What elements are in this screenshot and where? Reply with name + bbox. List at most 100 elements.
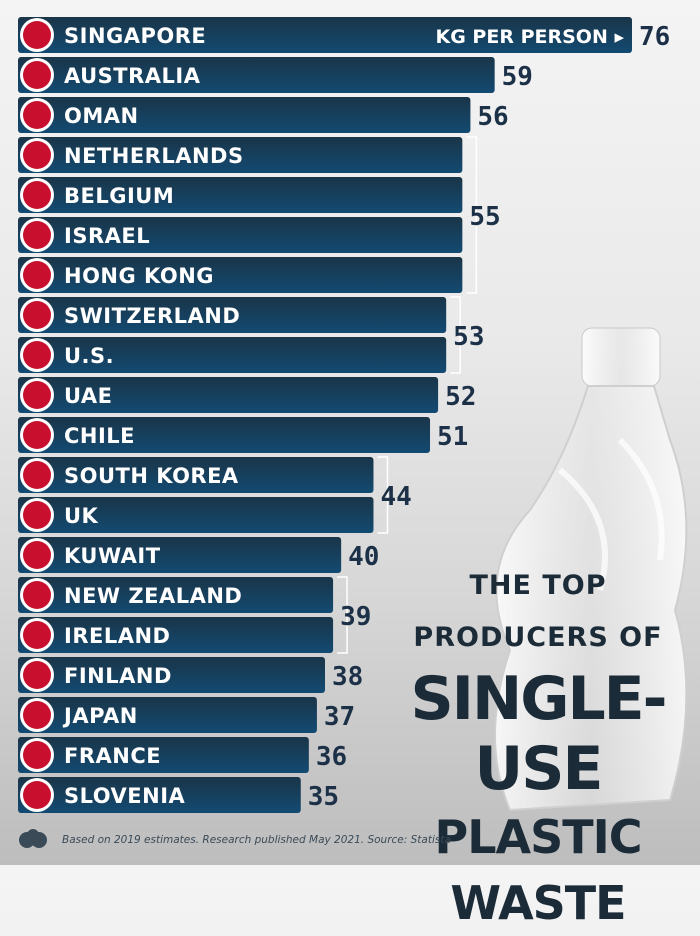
bar-label: CHILE bbox=[64, 424, 135, 448]
bar-row-australia: AUSTRALIA bbox=[18, 57, 495, 93]
bar bbox=[18, 257, 463, 293]
bar-row-ireland: IRELAND bbox=[18, 617, 334, 653]
bar-label: SLOVENIA bbox=[64, 784, 186, 808]
title-line-2: SINGLE-USE bbox=[410, 664, 667, 804]
bar bbox=[18, 57, 495, 93]
bar-row-netherlands: NETHERLANDS bbox=[18, 137, 463, 173]
us-flag bbox=[20, 338, 54, 372]
brand-logo-icon bbox=[19, 829, 47, 848]
bar bbox=[18, 537, 342, 573]
belgium-flag bbox=[20, 178, 54, 212]
bar-label: SWITZERLAND bbox=[64, 304, 240, 328]
value-label: 44 bbox=[380, 482, 411, 512]
bar-row-japan: JAPAN bbox=[18, 697, 317, 733]
value-label: 35 bbox=[308, 782, 339, 812]
bar-label: OMAN bbox=[64, 104, 139, 128]
bar-label: IRELAND bbox=[64, 624, 170, 648]
value-label: 40 bbox=[348, 542, 379, 572]
uk-flag bbox=[20, 498, 54, 532]
bar bbox=[18, 777, 301, 813]
bar-label: SOUTH KOREA bbox=[64, 464, 239, 488]
bar bbox=[18, 177, 463, 213]
bar-label: U.S. bbox=[64, 344, 114, 368]
south-korea-flag bbox=[20, 458, 54, 492]
bar bbox=[18, 737, 309, 773]
value-label: 59 bbox=[502, 62, 533, 92]
bar-label: ISRAEL bbox=[64, 224, 150, 248]
bar-row-oman: OMAN bbox=[18, 97, 471, 133]
value-label: 51 bbox=[437, 422, 468, 452]
bar bbox=[18, 137, 463, 173]
bar-label: FINLAND bbox=[64, 664, 172, 688]
bar-row-u-s: U.S. bbox=[18, 337, 447, 373]
value-label: 52 bbox=[445, 382, 476, 412]
group-bracket bbox=[450, 296, 461, 374]
value-label: 76 bbox=[639, 22, 670, 52]
bar bbox=[18, 457, 374, 493]
bar bbox=[18, 217, 463, 253]
bar bbox=[18, 337, 447, 373]
bar-row-uae: UAE bbox=[18, 377, 439, 413]
uae-flag bbox=[20, 378, 54, 412]
bar bbox=[18, 697, 317, 733]
title-line-3: PLASTIC WASTE bbox=[434, 810, 642, 930]
hong-kong-flag bbox=[20, 258, 54, 292]
bar-row-switzerland: SWITZERLAND bbox=[18, 297, 447, 333]
bar bbox=[18, 657, 325, 693]
bar-label: UAE bbox=[64, 384, 113, 408]
bar-row-belgium: BELGIUM bbox=[18, 177, 463, 213]
bar-label: HONG KONG bbox=[64, 264, 214, 288]
bar-label: KUWAIT bbox=[64, 544, 161, 568]
oman-flag bbox=[20, 98, 54, 132]
chile-flag bbox=[20, 418, 54, 452]
bar-row-hong-kong: HONG KONG bbox=[18, 257, 463, 293]
title-line-1: THE TOP PRODUCERS OF bbox=[413, 570, 663, 653]
value-label: 55 bbox=[469, 202, 500, 232]
bar bbox=[18, 417, 431, 453]
switzerland-flag bbox=[20, 298, 54, 332]
bar-row-france: FRANCE bbox=[18, 737, 309, 773]
source-note: Based on 2019 estimates. Research publis… bbox=[62, 834, 451, 846]
group-bracket bbox=[466, 136, 478, 294]
value-label: 37 bbox=[324, 702, 355, 732]
bar-label: NETHERLANDS bbox=[64, 144, 244, 168]
value-label: 36 bbox=[316, 742, 347, 772]
group-bracket bbox=[377, 456, 389, 534]
value-label: 53 bbox=[453, 322, 484, 352]
value-label: 38 bbox=[332, 662, 363, 692]
finland-flag bbox=[20, 658, 54, 692]
bar-row-israel: ISRAEL bbox=[18, 217, 463, 253]
australia-flag bbox=[20, 58, 54, 92]
bar bbox=[18, 97, 471, 133]
bar bbox=[18, 17, 632, 53]
value-label: 56 bbox=[477, 102, 508, 132]
kuwait-flag bbox=[20, 538, 54, 572]
japan-flag bbox=[20, 698, 54, 732]
bar-label: NEW ZEALAND bbox=[64, 584, 242, 608]
value-label: 39 bbox=[340, 602, 371, 632]
bar-label: UK bbox=[64, 504, 99, 528]
bar-label: SINGAPORE bbox=[64, 24, 206, 48]
bar-row-finland: FINLAND bbox=[18, 657, 325, 693]
bar bbox=[18, 577, 334, 613]
bar-row-uk: UK bbox=[18, 497, 374, 533]
title-block: THE TOP PRODUCERS OF SINGLE-USE PLASTIC … bbox=[398, 560, 678, 936]
bar-row-south-korea: SOUTH KOREA bbox=[18, 457, 374, 493]
bar bbox=[18, 377, 439, 413]
france-flag bbox=[20, 738, 54, 772]
israel-flag bbox=[20, 218, 54, 252]
new-zealand-flag bbox=[20, 578, 54, 612]
bar bbox=[18, 297, 447, 333]
group-bracket bbox=[337, 576, 348, 654]
bar-row-new-zealand: NEW ZEALAND bbox=[18, 577, 334, 613]
bar-row-singapore: SINGAPORE bbox=[18, 17, 632, 53]
unit-label: KG PER PERSON ▸ bbox=[435, 26, 624, 48]
bar-row-kuwait: KUWAIT bbox=[18, 537, 342, 573]
bar-chart: SINGAPORE AUSTRALIA OMAN NETHERLANDS BELGIUM… bbox=[18, 17, 670, 813]
slovenia-flag bbox=[20, 778, 54, 812]
bar-row-slovenia: SLOVENIA bbox=[18, 777, 301, 813]
bar-label: FRANCE bbox=[64, 744, 161, 768]
bar-label: BELGIUM bbox=[64, 184, 174, 208]
plastic-bottle-illustration bbox=[494, 327, 688, 812]
bar bbox=[18, 497, 374, 533]
